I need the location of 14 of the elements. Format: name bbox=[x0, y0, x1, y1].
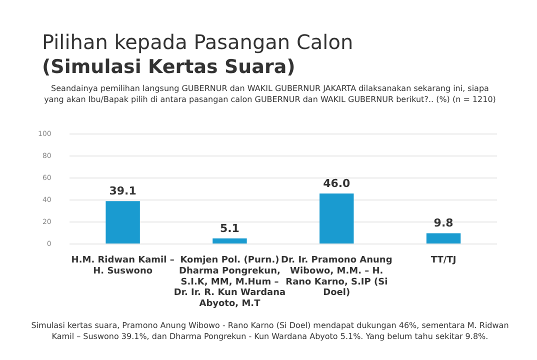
data-label: 39.1 bbox=[109, 184, 136, 198]
chart-title: Pilihan kepada Pasangan Calon bbox=[42, 30, 354, 54]
bar bbox=[426, 233, 461, 244]
bar bbox=[106, 201, 140, 244]
bar bbox=[320, 193, 354, 244]
data-label: 46.0 bbox=[323, 176, 351, 190]
bar bbox=[212, 238, 247, 244]
text: Simulasi kertas suara, Pramono Anung Wibowo - Rano Karno (Si Doel) mendapat dukungan 46%, sementara M. Ridwan Kamil – Suswono 39.1%, dan Dharma Pongrekun - Kun Wardana Abyoto 5.1%. Yang belum tahu sekitar 9.8%. bbox=[30, 320, 510, 342]
data-label: 5.1 bbox=[220, 222, 240, 235]
x-tick-label: H.M. Ridwan Kamil – H. Suswono bbox=[71, 256, 175, 277]
x-tick-label: TT/TJ bbox=[430, 256, 456, 266]
data-label: 9.8 bbox=[434, 216, 454, 230]
text: Seandainya pemilihan langsung GUBERNUR dan WAKIL GUBERNUR JAKARTA dilaksanakan sekarang ini, siapa yang akan Ibu/Bapak pilih di antara pasangan calon GUBERNUR dan WAKIL GUBERNUR berikut?.. (%) (n = 1210) bbox=[43, 83, 497, 105]
chart-subtitle: (Simulasi Kertas Suara) bbox=[42, 56, 296, 78]
